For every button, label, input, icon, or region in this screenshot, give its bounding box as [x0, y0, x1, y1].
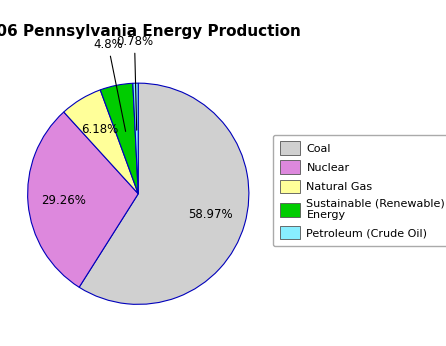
Text: 29.26%: 29.26% [41, 194, 86, 207]
Legend: Coal, Nuclear, Natural Gas, Sustainable (Renewable)
Energy, Petroleum (Crude Oil: Coal, Nuclear, Natural Gas, Sustainable … [273, 135, 446, 246]
Wedge shape [133, 83, 138, 194]
Text: 58.97%: 58.97% [188, 208, 233, 221]
Wedge shape [64, 90, 138, 194]
Wedge shape [28, 112, 138, 287]
Text: 6.18%: 6.18% [81, 123, 118, 136]
Wedge shape [100, 83, 138, 194]
Text: 0.78%: 0.78% [116, 35, 153, 130]
Wedge shape [79, 83, 249, 304]
Text: 2006 Pennsylvania Energy Production: 2006 Pennsylvania Energy Production [0, 24, 301, 39]
Text: 4.8%: 4.8% [93, 38, 126, 131]
